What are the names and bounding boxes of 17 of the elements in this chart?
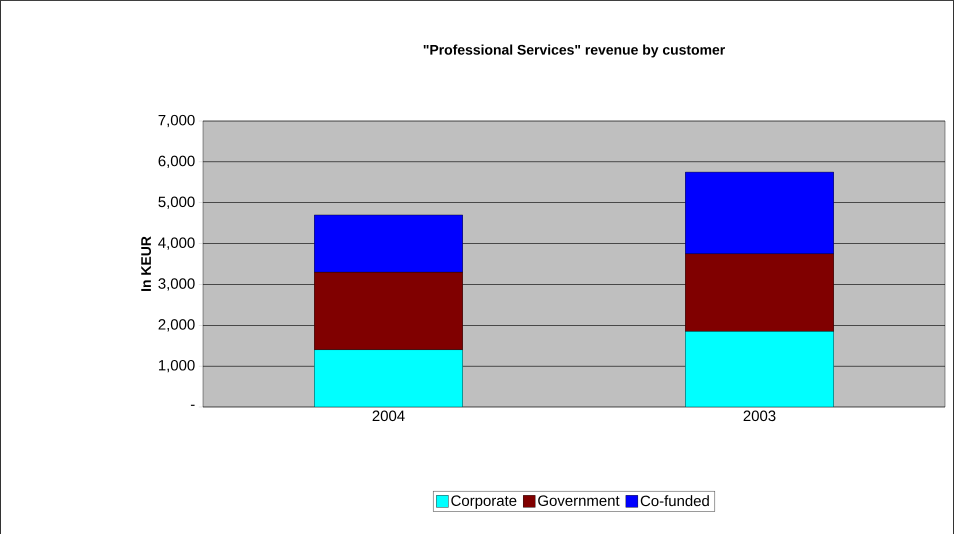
y-tick-label: 3,000 — [158, 278, 195, 291]
legend-label: Co-funded — [640, 495, 709, 506]
legend-label: Corporate — [451, 495, 516, 509]
y-tick-label: 4,000 — [158, 237, 195, 250]
bar — [314, 350, 463, 407]
bar — [685, 331, 834, 407]
y-tick-label: 5,000 — [158, 196, 195, 209]
chart-title: "Professional Services" revenue by customer — [424, 44, 725, 58]
y-axis-title: In KEUR — [141, 236, 151, 291]
y-tick-label: - — [190, 404, 195, 406]
x-tick-label: 2003 — [744, 410, 776, 422]
x-tick-label: 2004 — [372, 410, 405, 422]
y-tick-label: 7,000 — [158, 114, 195, 128]
y-tick-label: 1,000 — [158, 360, 195, 372]
legend-label: Government — [538, 495, 620, 506]
y-tick-label: 6,000 — [158, 156, 195, 168]
y-tick-label: 2,000 — [158, 319, 195, 332]
